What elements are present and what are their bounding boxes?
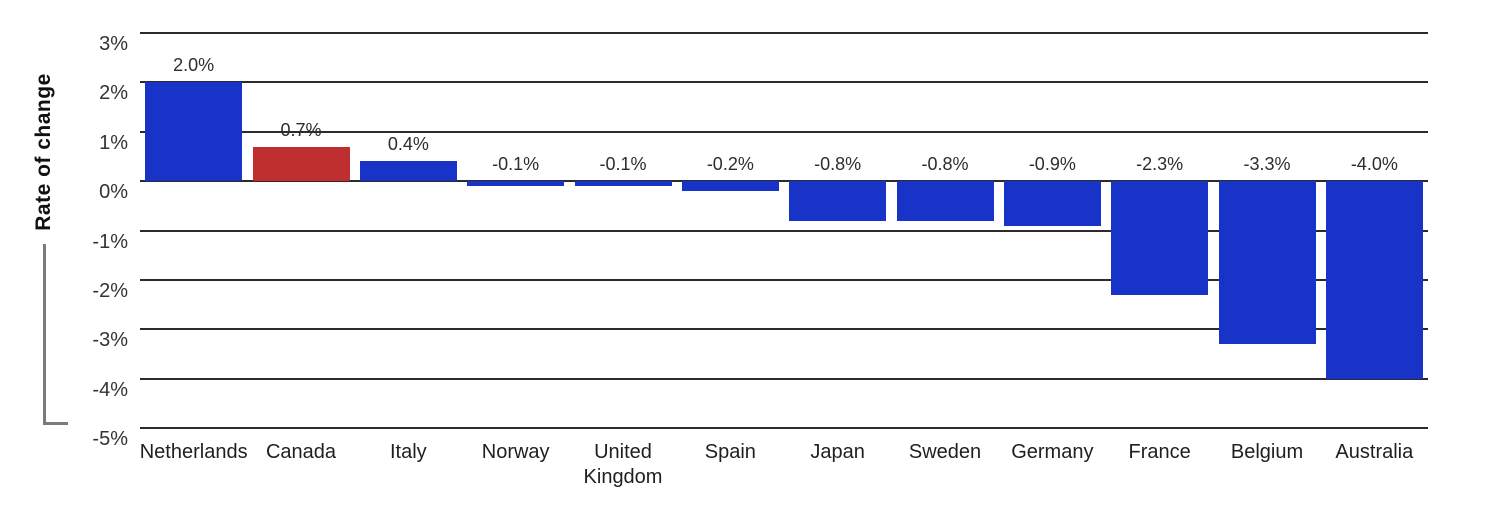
bar-value-label: 0.4% [387,134,429,155]
x-category-label: Norway [481,441,550,463]
bar-value-label: 0.7% [280,119,322,140]
x-category-label: Sweden [908,441,982,463]
y-tick-label: 0% [99,181,128,204]
y-tick-label: -5% [92,428,128,450]
bar-united-kingdom [574,181,672,187]
bar-value-label: -0.1% [492,154,540,175]
bar-value-label: -0.8% [921,154,969,175]
x-category-label: Japan [810,441,865,463]
y-tick-label: -1% [92,230,128,253]
bar-sweden [896,181,994,221]
bar-value-label: -3.3% [1243,154,1291,175]
gridline [140,427,1428,429]
bar-value-label: -0.9% [1028,154,1076,175]
bar-netherlands [145,82,243,182]
bar-value-label: -0.1% [599,154,647,175]
x-category-label: Belgium [1230,441,1304,463]
y-axis-bracket-foot [43,422,68,425]
y-tick-label: 2% [99,82,128,105]
gridline [140,81,1428,84]
bar-value-label: -4.0% [1350,154,1398,175]
x-category-label: Australia [1335,441,1414,463]
gridline [140,278,1428,281]
y-tick-label: -3% [92,329,128,352]
bar-norway [467,181,565,187]
x-category-label: Italy [389,441,427,463]
bar-value-label: 2.0% [173,55,215,76]
bar-canada [252,146,350,182]
x-category-label: United Kingdom [583,441,663,488]
x-category-label: Spain [704,441,756,463]
y-tick-label: 1% [99,131,128,154]
gridline [140,32,1428,34]
y-tick-label: 3% [99,33,128,55]
bar-japan [789,181,887,221]
bar-italy [359,161,457,182]
bar-belgium [1218,181,1316,345]
x-category-label: Germany [1011,441,1094,463]
y-axis-bracket-vertical [43,244,46,425]
bar-spain [681,181,779,191]
gridline [140,180,1428,183]
gridline [140,229,1428,232]
x-category-label: Canada [265,441,337,463]
bar-value-label: -2.3% [1136,154,1184,175]
y-tick-label: -4% [92,378,128,401]
gridline [140,377,1428,380]
x-category-label: Netherlands [139,441,248,463]
bar-australia [1325,181,1423,379]
gridline [140,328,1428,331]
bar-value-label: -0.2% [706,154,754,175]
x-category-label: France [1128,441,1191,463]
bar-value-label: -0.8% [814,154,862,175]
bar-france [1111,181,1209,295]
y-tick-label: -2% [92,279,128,302]
gridline [140,130,1428,133]
bar-germany [1003,181,1101,226]
